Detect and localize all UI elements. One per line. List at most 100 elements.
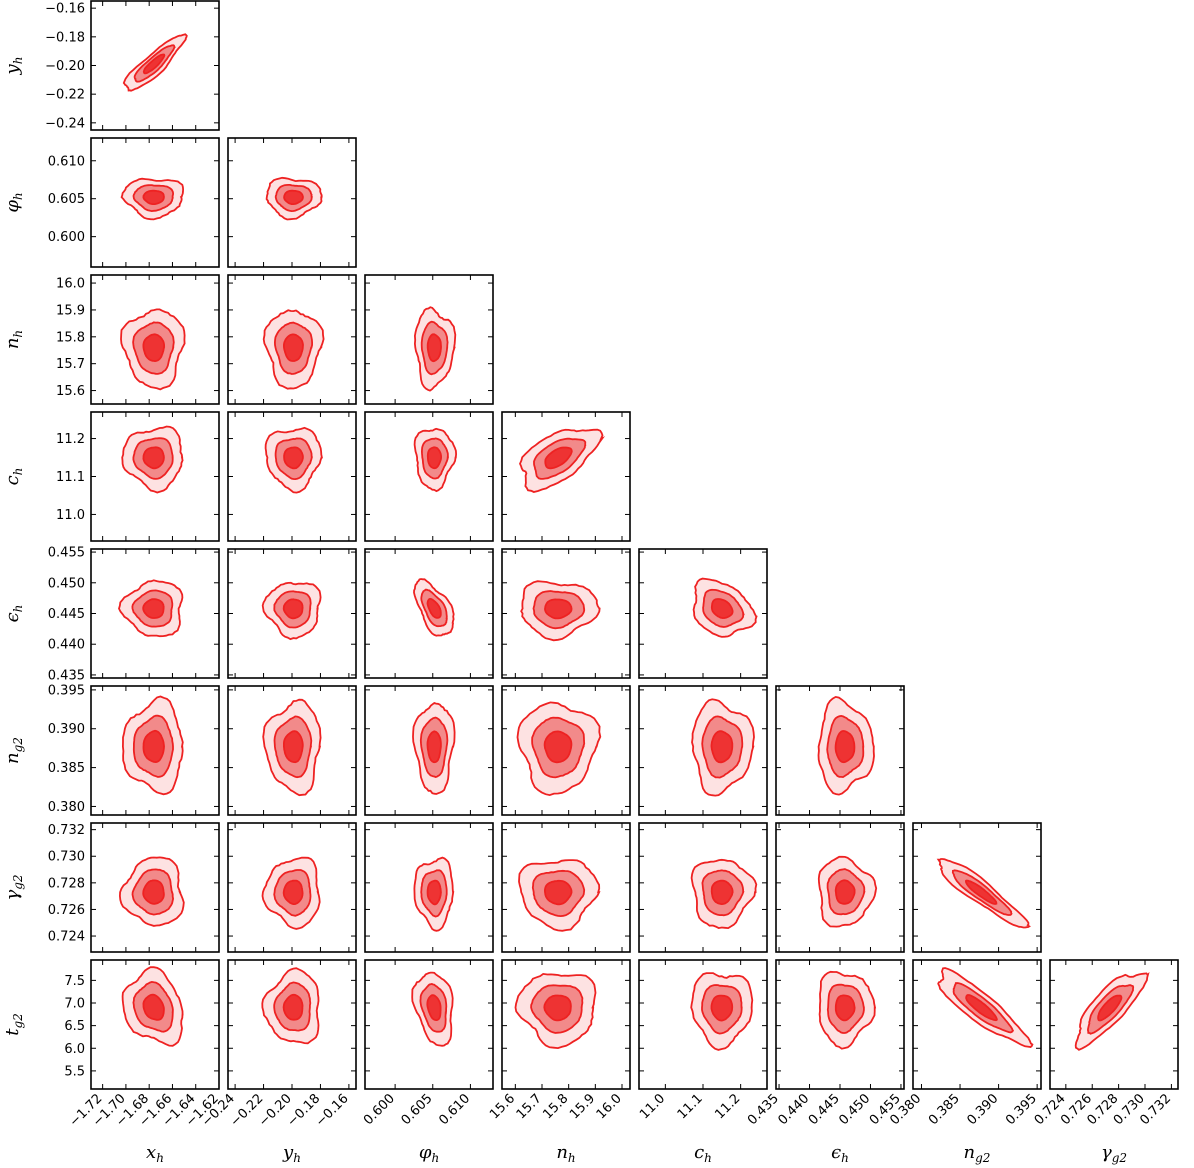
contour-1-sigma xyxy=(543,994,572,1022)
y-tick-label: −0.20 xyxy=(45,59,85,74)
contour-1-sigma xyxy=(426,994,442,1021)
x-axis-label-nh: nh xyxy=(556,1142,575,1165)
panel-frame xyxy=(501,959,631,1090)
x-tick-label: 0.435 xyxy=(745,1091,782,1128)
contour-1-sigma xyxy=(426,730,442,764)
y-tick-label: 11.0 xyxy=(56,508,85,523)
panel-eh-gg2 xyxy=(775,822,905,953)
contour-1-sigma xyxy=(710,879,734,906)
y-axis-label-phih: φh xyxy=(2,192,25,212)
panel-ch-eh xyxy=(638,548,768,679)
y-tick-label: 15.6 xyxy=(56,384,85,399)
contour-1-sigma xyxy=(142,598,165,619)
contour-1-sigma xyxy=(964,879,998,905)
panel-phih-tg2: 0.600 0.605 0.610 φh xyxy=(361,959,494,1165)
x-tick-label: 0.445 xyxy=(806,1091,843,1128)
panel-yh-gg2 xyxy=(227,822,357,953)
panel-frame xyxy=(364,959,494,1090)
y-tick-label: 6.0 xyxy=(64,1042,85,1057)
y-tick-label: −0.18 xyxy=(45,30,85,45)
panel-frame xyxy=(364,274,494,405)
y-tick-label: 0.435 xyxy=(48,668,85,683)
panel-yh-eh xyxy=(227,548,357,679)
y-tick-label: 16.0 xyxy=(56,277,85,292)
contour-1-sigma xyxy=(834,994,856,1022)
x-tick-label: −0.16 xyxy=(313,1091,352,1130)
contour-1-sigma xyxy=(426,446,442,470)
y-axis-label-ch: ch xyxy=(2,468,25,486)
y-tick-label: 7.0 xyxy=(64,997,85,1012)
panel-yh-ch xyxy=(227,411,357,542)
contour-1-sigma xyxy=(142,993,165,1021)
panel-phih-ng2 xyxy=(364,685,494,816)
panel-xh-phih: 0.600 0.605 0.610 φh xyxy=(2,137,220,268)
contour-1-sigma xyxy=(142,189,165,205)
panel-frame xyxy=(90,274,220,405)
x-axis-label-gg2: γg2 xyxy=(1101,1142,1127,1165)
contour-1-sigma xyxy=(710,994,734,1022)
contour-1-sigma xyxy=(426,879,442,906)
y-axis-label-gg2: γg2 xyxy=(2,874,25,900)
panel-yh-ng2 xyxy=(227,685,357,816)
panel-nh-ng2 xyxy=(501,685,631,816)
panel-frame xyxy=(364,685,494,816)
y-tick-label: 0.385 xyxy=(48,761,85,776)
y-tick-label: 0.395 xyxy=(48,683,85,698)
x-tick-label: 15.9 xyxy=(567,1091,598,1122)
contour-1-sigma xyxy=(282,879,304,905)
x-tick-label: 0.440 xyxy=(775,1091,812,1128)
x-axis-label-xh: xh xyxy=(146,1142,164,1165)
x-tick-label: 11.2 xyxy=(712,1091,743,1122)
panel-ch-tg2: 11.0 11.1 11.2ch xyxy=(637,959,768,1165)
y-tick-label: 0.455 xyxy=(48,546,85,561)
panel-frame xyxy=(912,822,1042,953)
contour-1-sigma xyxy=(710,730,734,764)
x-tick-label: 11.1 xyxy=(675,1091,706,1122)
contour-1-sigma xyxy=(283,446,304,470)
panel-frame xyxy=(364,822,494,953)
contour-1-sigma xyxy=(834,879,856,905)
y-axis-label-eh: ϵh xyxy=(2,605,25,623)
panel-xh-ch: 11.0 11.1 11.2 ch xyxy=(2,411,220,542)
panel-frame xyxy=(501,685,631,816)
panel-frame xyxy=(90,137,220,268)
contour-1-sigma xyxy=(142,729,165,764)
contour-1-sigma xyxy=(544,879,573,906)
x-tick-label: 16.0 xyxy=(594,1091,625,1122)
contour-1-sigma xyxy=(283,730,304,764)
contour-1-sigma xyxy=(1097,994,1123,1022)
panel-ch-gg2 xyxy=(638,822,768,953)
contour-1-sigma xyxy=(543,730,573,764)
panel-ng2-gg2 xyxy=(912,822,1042,953)
contour-1-sigma xyxy=(834,730,856,764)
y-axis-label-tg2: tg2 xyxy=(2,1013,25,1036)
panel-xh-eh: 0.435 0.440 0.445 0.450 0.455 ϵh xyxy=(2,546,220,683)
x-axis-label-yh: yh xyxy=(282,1142,301,1165)
panel-frame xyxy=(90,822,220,953)
y-tick-label: 0.610 xyxy=(48,154,85,169)
panel-nh-ch xyxy=(501,411,631,542)
contour-1-sigma xyxy=(544,598,573,620)
y-axis-label-yh: yh xyxy=(2,57,25,76)
contour-1-sigma xyxy=(282,993,304,1021)
y-tick-label: −0.16 xyxy=(45,2,85,17)
y-tick-label: 15.8 xyxy=(56,330,85,345)
x-tick-label: 0.610 xyxy=(436,1091,473,1128)
x-tick-label: 15.7 xyxy=(514,1091,545,1122)
y-tick-label: 5.5 xyxy=(64,1064,85,1079)
x-axis-label-eh: ϵh xyxy=(831,1142,849,1165)
y-tick-label: 0.732 xyxy=(48,823,85,838)
panel-eh-ng2 xyxy=(775,685,905,816)
x-axis-label-ng2: ng2 xyxy=(964,1142,991,1165)
contour-1-sigma xyxy=(283,189,304,205)
panel-xh-nh: 15.6 15.7 15.8 15.9 16.0 nh xyxy=(2,274,220,405)
y-tick-label: 0.605 xyxy=(48,192,85,207)
contour-1-sigma xyxy=(426,333,442,363)
panel-nh-tg2: 15.615.715.815.916.0 nh xyxy=(487,959,631,1165)
panel-yh-phih xyxy=(227,137,357,268)
x-tick-label: 0.395 xyxy=(1003,1091,1040,1128)
